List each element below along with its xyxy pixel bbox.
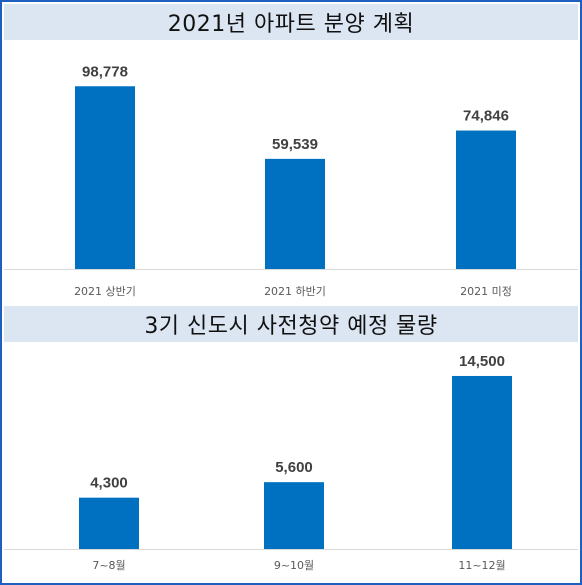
category-label-2: 9~10월 <box>274 559 314 572</box>
new-town-presale-bar-chart: 4,300 7~8월 5,600 9~10월 14,500 11~12월 <box>4 353 578 572</box>
panel-divider <box>4 302 578 306</box>
bar-3 <box>452 375 512 549</box>
bar-3 <box>456 130 516 269</box>
category-label-2: 2021 하반기 <box>264 284 326 298</box>
data-label-2: 59,539 <box>272 136 318 153</box>
data-label-1: 4,300 <box>90 475 128 492</box>
category-label-1: 2021 상반기 <box>74 285 136 298</box>
category-label-1: 7~8월 <box>92 559 125 572</box>
new-town-presale-panel: 3기 신도시 사전청약 예정 물량 4,300 7~8월 5,600 9~10월 14,… <box>4 306 578 581</box>
chart-title-new-town-presale: 3기 신도시 사전청약 예정 물량 <box>4 306 578 342</box>
data-label-3: 74,846 <box>463 108 509 125</box>
bar-2 <box>264 482 324 549</box>
data-label-1: 98,778 <box>82 63 128 80</box>
category-label-3: 11~12월 <box>458 559 505 572</box>
bar-1 <box>79 497 139 549</box>
bar-2 <box>265 158 325 269</box>
bar-1 <box>75 86 135 269</box>
category-label-3: 2021 미정 <box>460 285 512 298</box>
apartment-sales-bar-chart: 98,778 2021 상반기 59,539 2021 하반기 74,846 2021 미… <box>4 63 578 298</box>
data-label-2: 5,600 <box>275 459 313 476</box>
apartment-sales-plan-panel: 2021년 아파트 분양 계획 98,778 2021 상반기 59,539 2021… <box>4 4 578 302</box>
chart-title-apartment-sales: 2021년 아파트 분양 계획 <box>4 4 578 40</box>
data-label-3: 14,500 <box>459 353 505 370</box>
